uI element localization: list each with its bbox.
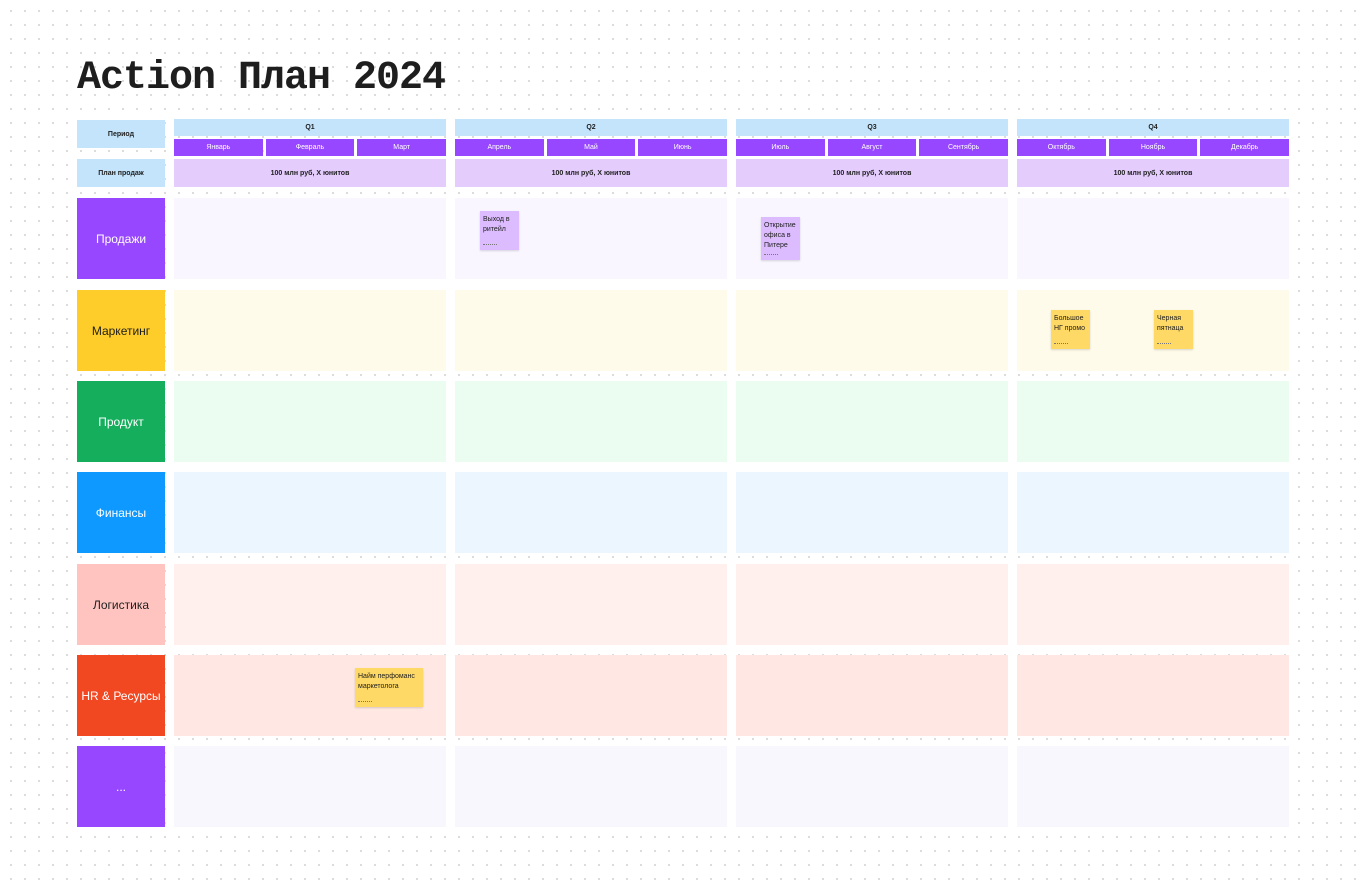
quarter-header: Q1	[174, 119, 446, 136]
page-title: Action План 2024	[77, 56, 446, 101]
lane-cell	[1017, 655, 1289, 736]
month-header: Март	[357, 139, 446, 156]
lane-cell	[736, 472, 1008, 553]
month-header: Ноябрь	[1108, 139, 1198, 156]
lane-cell	[455, 290, 727, 371]
month-header: Апрель	[455, 139, 544, 156]
period-label: Период	[77, 120, 165, 148]
quarter-header: Q2	[455, 119, 727, 136]
row-label: Продукт	[77, 381, 165, 462]
plan-cell: 100 млн руб, X юнитов	[736, 159, 1008, 187]
row-label: Логистика	[77, 564, 165, 645]
lane-cell	[174, 381, 446, 462]
quarter-header: Q3	[736, 119, 1008, 136]
month-header: Декабрь	[1200, 139, 1289, 156]
lane-cell	[455, 472, 727, 553]
lane-cell	[736, 564, 1008, 645]
lane-cell	[174, 472, 446, 553]
lane-cell	[1017, 746, 1289, 827]
plan-cell: 100 млн руб, X юнитов	[1017, 159, 1289, 187]
lane-cell	[174, 564, 446, 645]
plan-label: План продаж	[77, 159, 165, 187]
row-label: ...	[77, 746, 165, 827]
lane-cell	[455, 381, 727, 462]
month-header: Июль	[736, 139, 825, 156]
month-header: Сентябрь	[919, 139, 1008, 156]
sticky-note: Черная пятнаца	[1154, 310, 1193, 349]
month-header: Январь	[174, 139, 263, 156]
row-label: Финансы	[77, 472, 165, 553]
row-label: Продажи	[77, 198, 165, 279]
month-header: Август	[827, 139, 917, 156]
lane-cell	[1017, 472, 1289, 553]
lane-cell	[1017, 198, 1289, 279]
lane-cell	[736, 746, 1008, 827]
month-header: Февраль	[265, 139, 355, 156]
sticky-note: Выход в ритейл	[480, 211, 519, 250]
sticky-note: Открытие офиса в Питере	[761, 217, 800, 260]
plan-cell: 100 млн руб, X юнитов	[174, 159, 446, 187]
lane-cell	[736, 655, 1008, 736]
month-header: Май	[546, 139, 636, 156]
month-header: Июнь	[638, 139, 727, 156]
lane-cell	[736, 381, 1008, 462]
row-label: Маркетинг	[77, 290, 165, 371]
plan-cell: 100 млн руб, X юнитов	[455, 159, 727, 187]
sticky-note: Большое НГ промо	[1051, 310, 1090, 349]
lane-cell	[455, 564, 727, 645]
lane-cell	[1017, 564, 1289, 645]
month-header: Октябрь	[1017, 139, 1106, 156]
lane-cell	[1017, 381, 1289, 462]
lane-cell	[174, 290, 446, 371]
sticky-note: Найм перфоманс маркетолога	[355, 668, 423, 707]
lane-cell	[174, 746, 446, 827]
quarter-header: Q4	[1017, 119, 1289, 136]
lane-cell	[455, 746, 727, 827]
lane-cell	[455, 655, 727, 736]
lane-cell	[736, 290, 1008, 371]
row-label: HR & Ресурсы	[77, 655, 165, 736]
lane-cell	[174, 198, 446, 279]
